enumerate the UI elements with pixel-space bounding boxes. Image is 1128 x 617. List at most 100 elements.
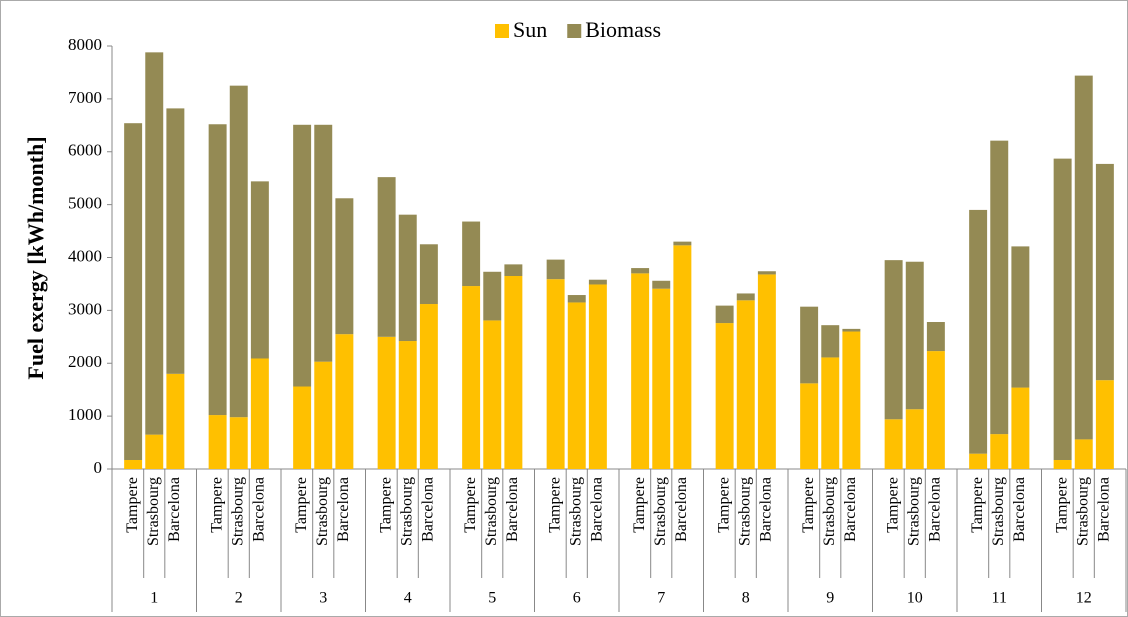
group-label: 6 [573, 590, 581, 607]
bar-segment [990, 140, 1009, 435]
group-label: 9 [826, 590, 834, 607]
x-tick-label: Strasbourg [990, 477, 1007, 546]
x-tick-label: Barcelona [758, 477, 775, 542]
bar-segment [1011, 246, 1030, 388]
legend-swatch [567, 24, 582, 38]
bar-segment [652, 280, 671, 289]
x-tick-label: Barcelona [251, 477, 268, 542]
x-tick-label: Strasbourg [905, 477, 922, 546]
bar-segment [673, 245, 692, 469]
bar-segment [736, 293, 755, 301]
bar-segment [314, 124, 333, 362]
bar-segment [990, 434, 1009, 469]
x-tick-label: Strasbourg [652, 477, 669, 546]
x-tick-label: Strasbourg [483, 477, 500, 546]
x-tick-label: Barcelona [335, 477, 352, 542]
bar-segment [504, 276, 523, 469]
x-tick-label: Barcelona [673, 477, 690, 542]
bar-segment [673, 241, 692, 246]
x-tick-label: Tampere [884, 477, 901, 533]
bar-segment [631, 268, 650, 274]
x-tick-label: Strasbourg [821, 477, 838, 546]
bar-segment [398, 214, 417, 342]
bar-segment [377, 336, 396, 469]
bar-segment [1074, 75, 1093, 440]
group-label: 4 [404, 590, 412, 607]
group-label: 7 [657, 590, 665, 607]
group-label: 8 [742, 590, 750, 607]
x-tick-label: Tampere [377, 477, 394, 533]
bar-segment [1095, 163, 1114, 381]
y-tick-label: 0 [94, 458, 103, 477]
bar-segment [462, 286, 481, 469]
bar-segment [842, 328, 861, 332]
group-label: 2 [235, 590, 243, 607]
bar-segment [926, 351, 945, 469]
x-tick-label: Barcelona [504, 477, 521, 542]
bar-segment [757, 271, 776, 275]
bar-segment [335, 198, 354, 335]
legend-label: Biomass [585, 17, 661, 42]
x-tick-label: Barcelona [927, 477, 944, 542]
bar-segment [800, 383, 819, 469]
x-tick-label: Barcelona [842, 477, 859, 542]
bar-segment [969, 209, 988, 454]
bar-segment [631, 273, 650, 469]
bar-segment [588, 284, 607, 469]
bar-segment [736, 300, 755, 469]
bar-segment [800, 306, 819, 384]
bar-segment [462, 221, 481, 287]
bar-segment [567, 295, 586, 303]
x-tick-label: Strasbourg [736, 477, 753, 546]
bar-segment [652, 288, 671, 469]
y-tick-label: 8000 [68, 35, 102, 54]
group-label: 1 [150, 590, 158, 607]
bar-segment [588, 279, 607, 285]
bar-segment [398, 341, 417, 469]
bar-segment [821, 325, 840, 358]
x-tick-label: Barcelona [166, 477, 183, 542]
bar-segment [1095, 380, 1114, 469]
bar-segment [419, 304, 438, 469]
bar-segment [1011, 387, 1030, 469]
bar-segment [757, 274, 776, 469]
x-tick-label: Barcelona [1011, 477, 1028, 542]
y-tick-label: 6000 [68, 141, 102, 160]
bar-segment [546, 279, 565, 469]
x-tick-label: Strasbourg [1074, 477, 1091, 546]
x-tick-label: Tampere [208, 477, 225, 533]
y-tick-label: 7000 [68, 88, 102, 107]
bar-segment [208, 124, 227, 416]
x-tick-label: Strasbourg [567, 477, 584, 546]
bar-segment [715, 323, 734, 469]
bar-segment [926, 322, 945, 352]
bar-segment [166, 373, 185, 469]
x-tick-label: Barcelona [420, 477, 437, 542]
bar-segment [377, 177, 396, 337]
bar-segment [905, 261, 924, 410]
bar-segment [969, 453, 988, 469]
x-tick-label: Tampere [462, 477, 479, 533]
bar-segment [483, 271, 502, 321]
x-tick-label: Barcelona [1096, 477, 1113, 542]
x-tick-label: Tampere [969, 477, 986, 533]
bar-segment [124, 123, 143, 461]
group-label: 10 [907, 590, 923, 607]
bar-segment [145, 52, 164, 435]
x-tick-label: Strasbourg [398, 477, 415, 546]
x-tick-label: Tampere [715, 477, 732, 533]
bar-segment [166, 108, 185, 374]
bar-segment [1053, 158, 1072, 461]
bar-segment [1074, 439, 1093, 469]
bar-segment [293, 124, 312, 387]
x-tick-label: Tampere [546, 477, 563, 533]
bar-segment [884, 260, 903, 420]
y-tick-label: 1000 [68, 405, 102, 424]
bar-segment [293, 386, 312, 469]
y-axis-title: Fuel exergy [kWh/month] [23, 136, 48, 379]
bar-segment [145, 434, 164, 469]
bar-segment [250, 181, 269, 359]
x-tick-label: Tampere [1053, 477, 1070, 533]
bar-segment [1053, 460, 1072, 469]
